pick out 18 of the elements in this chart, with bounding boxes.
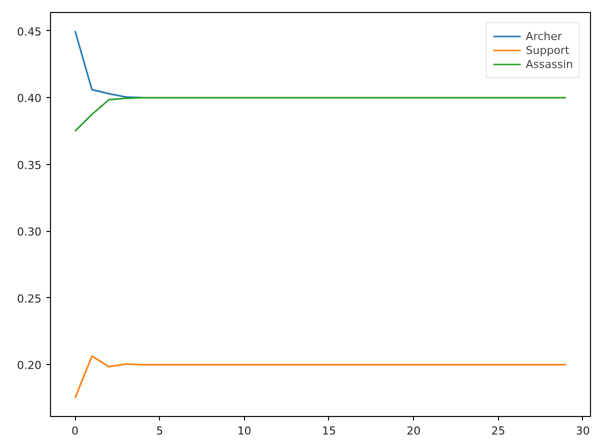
- x-tick-label: 30: [576, 424, 590, 438]
- x-tick-label: 20: [406, 424, 421, 438]
- line-series: [74, 96, 567, 132]
- y-tick-label: 0.35: [17, 158, 42, 172]
- legend-label: Assassin: [526, 57, 573, 71]
- x-tick-label: 15: [322, 424, 336, 438]
- y-tick-label: 0.25: [17, 292, 42, 306]
- y-tick-label: 0.30: [17, 226, 42, 239]
- x-tick-label: 5: [156, 424, 164, 438]
- y-tick-label: 0.45: [17, 25, 42, 38]
- y-tick-label: 0.40: [17, 92, 42, 106]
- y-tick-label: 0.20: [17, 359, 42, 372]
- x-tick-label: 0: [72, 424, 79, 438]
- x-tick-label: 25: [491, 424, 506, 438]
- line-series: [74, 355, 567, 399]
- legend-label: Archer: [526, 29, 562, 43]
- x-tick-label: 10: [237, 424, 252, 438]
- legend-label: Support: [526, 43, 570, 57]
